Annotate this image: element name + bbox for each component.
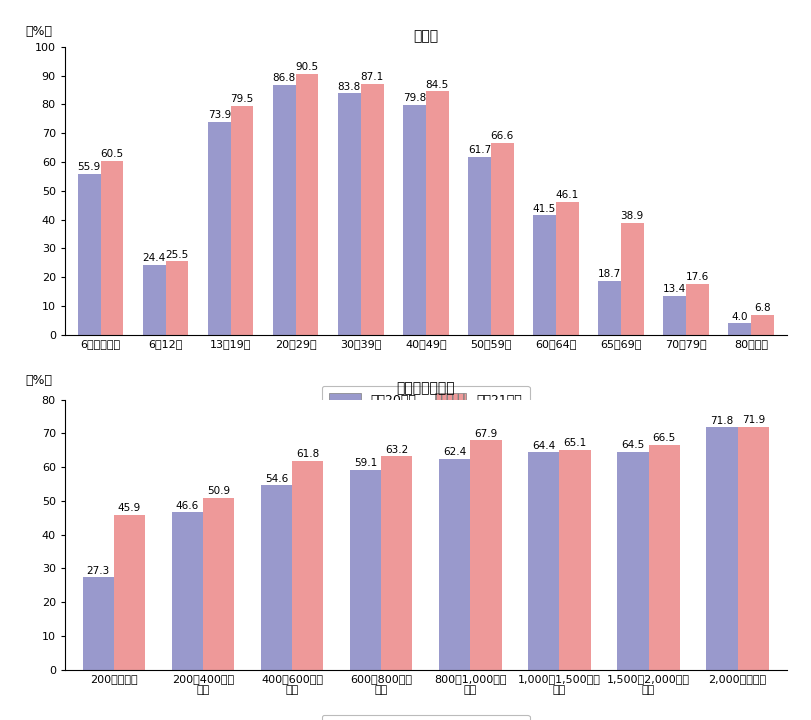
Text: 84.5: 84.5 <box>426 80 448 90</box>
Bar <box>649 445 680 670</box>
Bar <box>706 427 738 670</box>
Text: 66.6: 66.6 <box>491 131 514 141</box>
Text: 86.8: 86.8 <box>272 73 296 83</box>
Bar <box>621 222 644 335</box>
Bar <box>598 281 621 335</box>
Text: 38.9: 38.9 <box>620 211 644 221</box>
Bar <box>83 577 114 670</box>
Bar <box>439 459 470 670</box>
Bar <box>350 470 381 670</box>
Legend: 平成20年末, 平成21年末: 平成20年末, 平成21年末 <box>322 715 530 720</box>
Bar <box>208 122 230 335</box>
Text: 13.4: 13.4 <box>663 284 686 294</box>
Bar <box>738 427 769 670</box>
Bar <box>468 157 491 335</box>
Bar <box>491 143 513 335</box>
Bar <box>426 91 448 335</box>
Text: 67.9: 67.9 <box>474 428 498 438</box>
Bar <box>261 485 292 670</box>
Bar <box>273 85 296 335</box>
Text: 65.1: 65.1 <box>564 438 586 448</box>
Bar <box>296 74 319 335</box>
Text: 46.1: 46.1 <box>556 190 579 200</box>
Bar <box>361 84 384 335</box>
Text: 83.8: 83.8 <box>337 82 361 91</box>
Bar <box>165 261 188 335</box>
Legend: 平成20年末, 平成21年末: 平成20年末, 平成21年末 <box>322 385 530 415</box>
Bar <box>686 284 709 335</box>
Text: 64.4: 64.4 <box>532 441 556 451</box>
Bar <box>338 94 361 335</box>
Text: 24.4: 24.4 <box>143 253 166 263</box>
Bar <box>528 452 560 670</box>
Text: 4.0: 4.0 <box>732 312 748 322</box>
Bar <box>751 315 774 335</box>
Text: 87.1: 87.1 <box>361 72 384 82</box>
Bar <box>728 323 751 335</box>
Text: 73.9: 73.9 <box>208 110 231 120</box>
Text: 18.7: 18.7 <box>598 269 621 279</box>
Text: 46.6: 46.6 <box>176 500 199 510</box>
Text: 71.9: 71.9 <box>741 415 765 426</box>
Text: （%）: （%） <box>25 25 52 38</box>
Text: 64.5: 64.5 <box>621 440 645 450</box>
Bar <box>560 450 590 670</box>
Bar <box>203 498 234 670</box>
Text: 71.8: 71.8 <box>710 415 734 426</box>
Text: 90.5: 90.5 <box>295 63 319 73</box>
Text: 50.9: 50.9 <box>207 486 230 496</box>
Text: 27.3: 27.3 <box>87 566 110 576</box>
Text: 17.6: 17.6 <box>685 272 709 282</box>
Text: 6.8: 6.8 <box>754 304 770 313</box>
Bar <box>78 174 101 335</box>
Bar <box>381 456 413 670</box>
Bar <box>230 106 254 335</box>
Title: 所属世帯年収別: 所属世帯年収別 <box>397 382 455 396</box>
Bar <box>617 452 649 670</box>
Bar <box>292 461 324 670</box>
Text: 61.7: 61.7 <box>468 145 491 156</box>
Text: 66.5: 66.5 <box>653 433 676 444</box>
Text: 79.8: 79.8 <box>403 94 426 103</box>
Text: （%）: （%） <box>25 374 52 387</box>
Bar <box>470 441 501 670</box>
Bar <box>114 515 145 670</box>
Bar <box>533 215 556 335</box>
Text: 54.6: 54.6 <box>265 474 288 484</box>
Text: 59.1: 59.1 <box>354 459 377 469</box>
Text: 63.2: 63.2 <box>385 445 409 454</box>
Text: 62.4: 62.4 <box>443 447 466 457</box>
Text: 61.8: 61.8 <box>296 449 320 459</box>
Title: 世代別: 世代別 <box>414 29 438 43</box>
Text: 45.9: 45.9 <box>118 503 141 513</box>
Text: 55.9: 55.9 <box>78 162 101 172</box>
Bar <box>143 264 165 335</box>
Text: 41.5: 41.5 <box>533 204 556 214</box>
Text: 25.5: 25.5 <box>165 250 189 260</box>
Bar <box>101 161 123 335</box>
Bar <box>403 105 426 335</box>
Bar <box>556 202 578 335</box>
Text: 79.5: 79.5 <box>230 94 254 104</box>
Bar <box>172 513 203 670</box>
Bar <box>663 296 686 335</box>
Text: 60.5: 60.5 <box>101 149 123 159</box>
